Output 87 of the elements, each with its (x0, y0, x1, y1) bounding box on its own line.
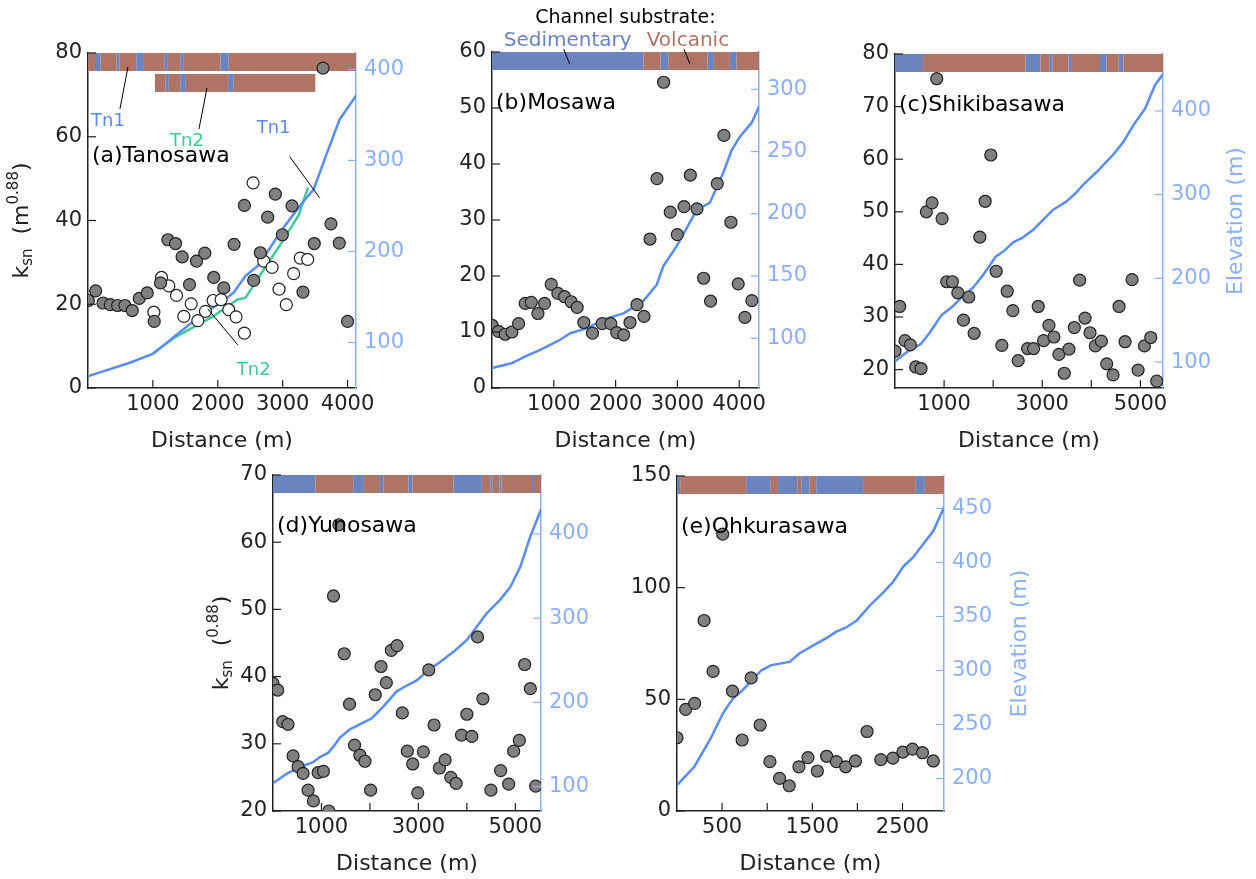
y-tick-label: 40 (459, 150, 486, 175)
y-tick-label: 20 (459, 262, 486, 287)
band-label: Tn1 (90, 108, 125, 130)
x-tick-label: 1000 (294, 814, 349, 839)
x-tick-label: 5000 (488, 814, 543, 839)
y2-tick-label: 100 (767, 324, 808, 349)
y2-tick-label: 100 (364, 328, 405, 353)
y-axis-title: ksn (m0.88) (3, 162, 37, 279)
y-tick-label: 50 (459, 94, 486, 119)
y-tick-label: 20 (55, 290, 82, 315)
y-tick-label: 70 (240, 461, 267, 486)
y-tick-label: 30 (862, 303, 889, 328)
x-tick-label: 2500 (875, 814, 930, 839)
y-tick-label: 40 (240, 663, 267, 688)
x-axis-title: Distance (m) (739, 849, 882, 875)
y2-tick-label: 100 (1171, 348, 1212, 373)
y2-tick-label: 250 (952, 711, 993, 735)
y-tick-label: 40 (55, 206, 82, 231)
y-tick-label: 50 (862, 198, 889, 223)
y2-tick-label: 200 (767, 200, 808, 225)
y2-tick-label: 150 (767, 262, 808, 287)
y2-tick-label: 350 (952, 602, 993, 627)
y-tick-label: 20 (240, 797, 267, 822)
y-tick-label: 150 (630, 462, 671, 487)
y-tick-label: 0 (68, 374, 82, 399)
band-label: Sedimentary (503, 27, 632, 51)
y-tick-label: 60 (459, 38, 486, 63)
y2-axis-title: Elevation (m) (1221, 147, 1247, 295)
y2-tick-label: 300 (767, 75, 808, 100)
y2-tick-label: 400 (952, 548, 993, 573)
x-tick-label: 2000 (588, 391, 643, 416)
x-axis-title: Distance (m) (958, 426, 1100, 452)
text: Channel substrate: (535, 5, 716, 27)
y-tick-label: 0 (472, 374, 486, 399)
y2-tick-label: 200 (364, 237, 405, 262)
x-tick-label: 1500 (785, 814, 840, 839)
x-tick-label: 4000 (320, 391, 375, 416)
y2-tick-label: 300 (364, 146, 405, 171)
y-tick-label: 30 (459, 206, 486, 231)
text: Tn2 (235, 357, 271, 379)
x-axis-title: Distance (m) (336, 849, 478, 875)
y-tick-label: 30 (240, 730, 267, 755)
x-axis-title: Distance (m) (554, 426, 697, 452)
x-tick-label: 4000 (712, 391, 766, 416)
y-tick-label: 20 (862, 356, 889, 381)
x-tick-label: 5000 (1113, 391, 1168, 416)
y-tick-label: 50 (644, 685, 671, 710)
y-axis-title: ksn (0.88) (203, 595, 237, 691)
y-tick-label: 100 (630, 574, 671, 599)
x-tick-label: 3000 (1015, 391, 1069, 416)
x-tick-label: 500 (702, 814, 743, 839)
y2-tick-label: 100 (549, 773, 590, 798)
text: (e)Ohkurasawa (681, 512, 848, 538)
x-tick-label: 1000 (527, 391, 581, 416)
y-tick-label: 0 (657, 797, 671, 822)
y-tick-label: 60 (55, 123, 82, 148)
y2-tick-label: 450 (952, 494, 993, 519)
y2-tick-label: 200 (549, 688, 590, 713)
x-tick-label: 1000 (917, 391, 971, 416)
y2-tick-label: 250 (767, 138, 808, 163)
x-tick-label: 1000 (126, 391, 180, 416)
x-tick-label: 3000 (391, 814, 446, 839)
text: (b)Mosawa (496, 88, 616, 114)
y-tick-label: 50 (240, 595, 267, 620)
y2-tick-label: 400 (364, 55, 405, 80)
y2-tick-label: 400 (549, 520, 590, 545)
y-tick-label: 10 (459, 318, 486, 343)
y2-tick-label: 300 (1171, 181, 1212, 206)
y2-tick-label: 200 (1171, 264, 1212, 289)
y-tick-label: 60 (240, 528, 267, 553)
y2-tick-label: 300 (549, 604, 590, 629)
y2-tick-label: 400 (1171, 97, 1212, 122)
y-tick-label: 70 (862, 93, 889, 118)
y2-tick-label: 300 (952, 656, 993, 681)
y-tick-label: 80 (55, 39, 82, 64)
text: Tn1 (255, 116, 291, 138)
x-tick-label: 3000 (255, 391, 310, 416)
x-tick-label: 3000 (650, 391, 705, 416)
x-axis-title: Distance (m) (151, 426, 293, 452)
y-tick-label: 60 (862, 145, 889, 170)
y2-tick-label: 200 (952, 765, 993, 790)
y-tick-label: 40 (862, 250, 889, 275)
x-tick-label: 2000 (191, 391, 245, 416)
text: (c)Shikibasawa (899, 90, 1065, 116)
y-tick-label: 80 (862, 40, 889, 65)
y2-axis-title: Elevation (m) (1005, 569, 1031, 718)
band-label: Volcanic (646, 27, 730, 51)
